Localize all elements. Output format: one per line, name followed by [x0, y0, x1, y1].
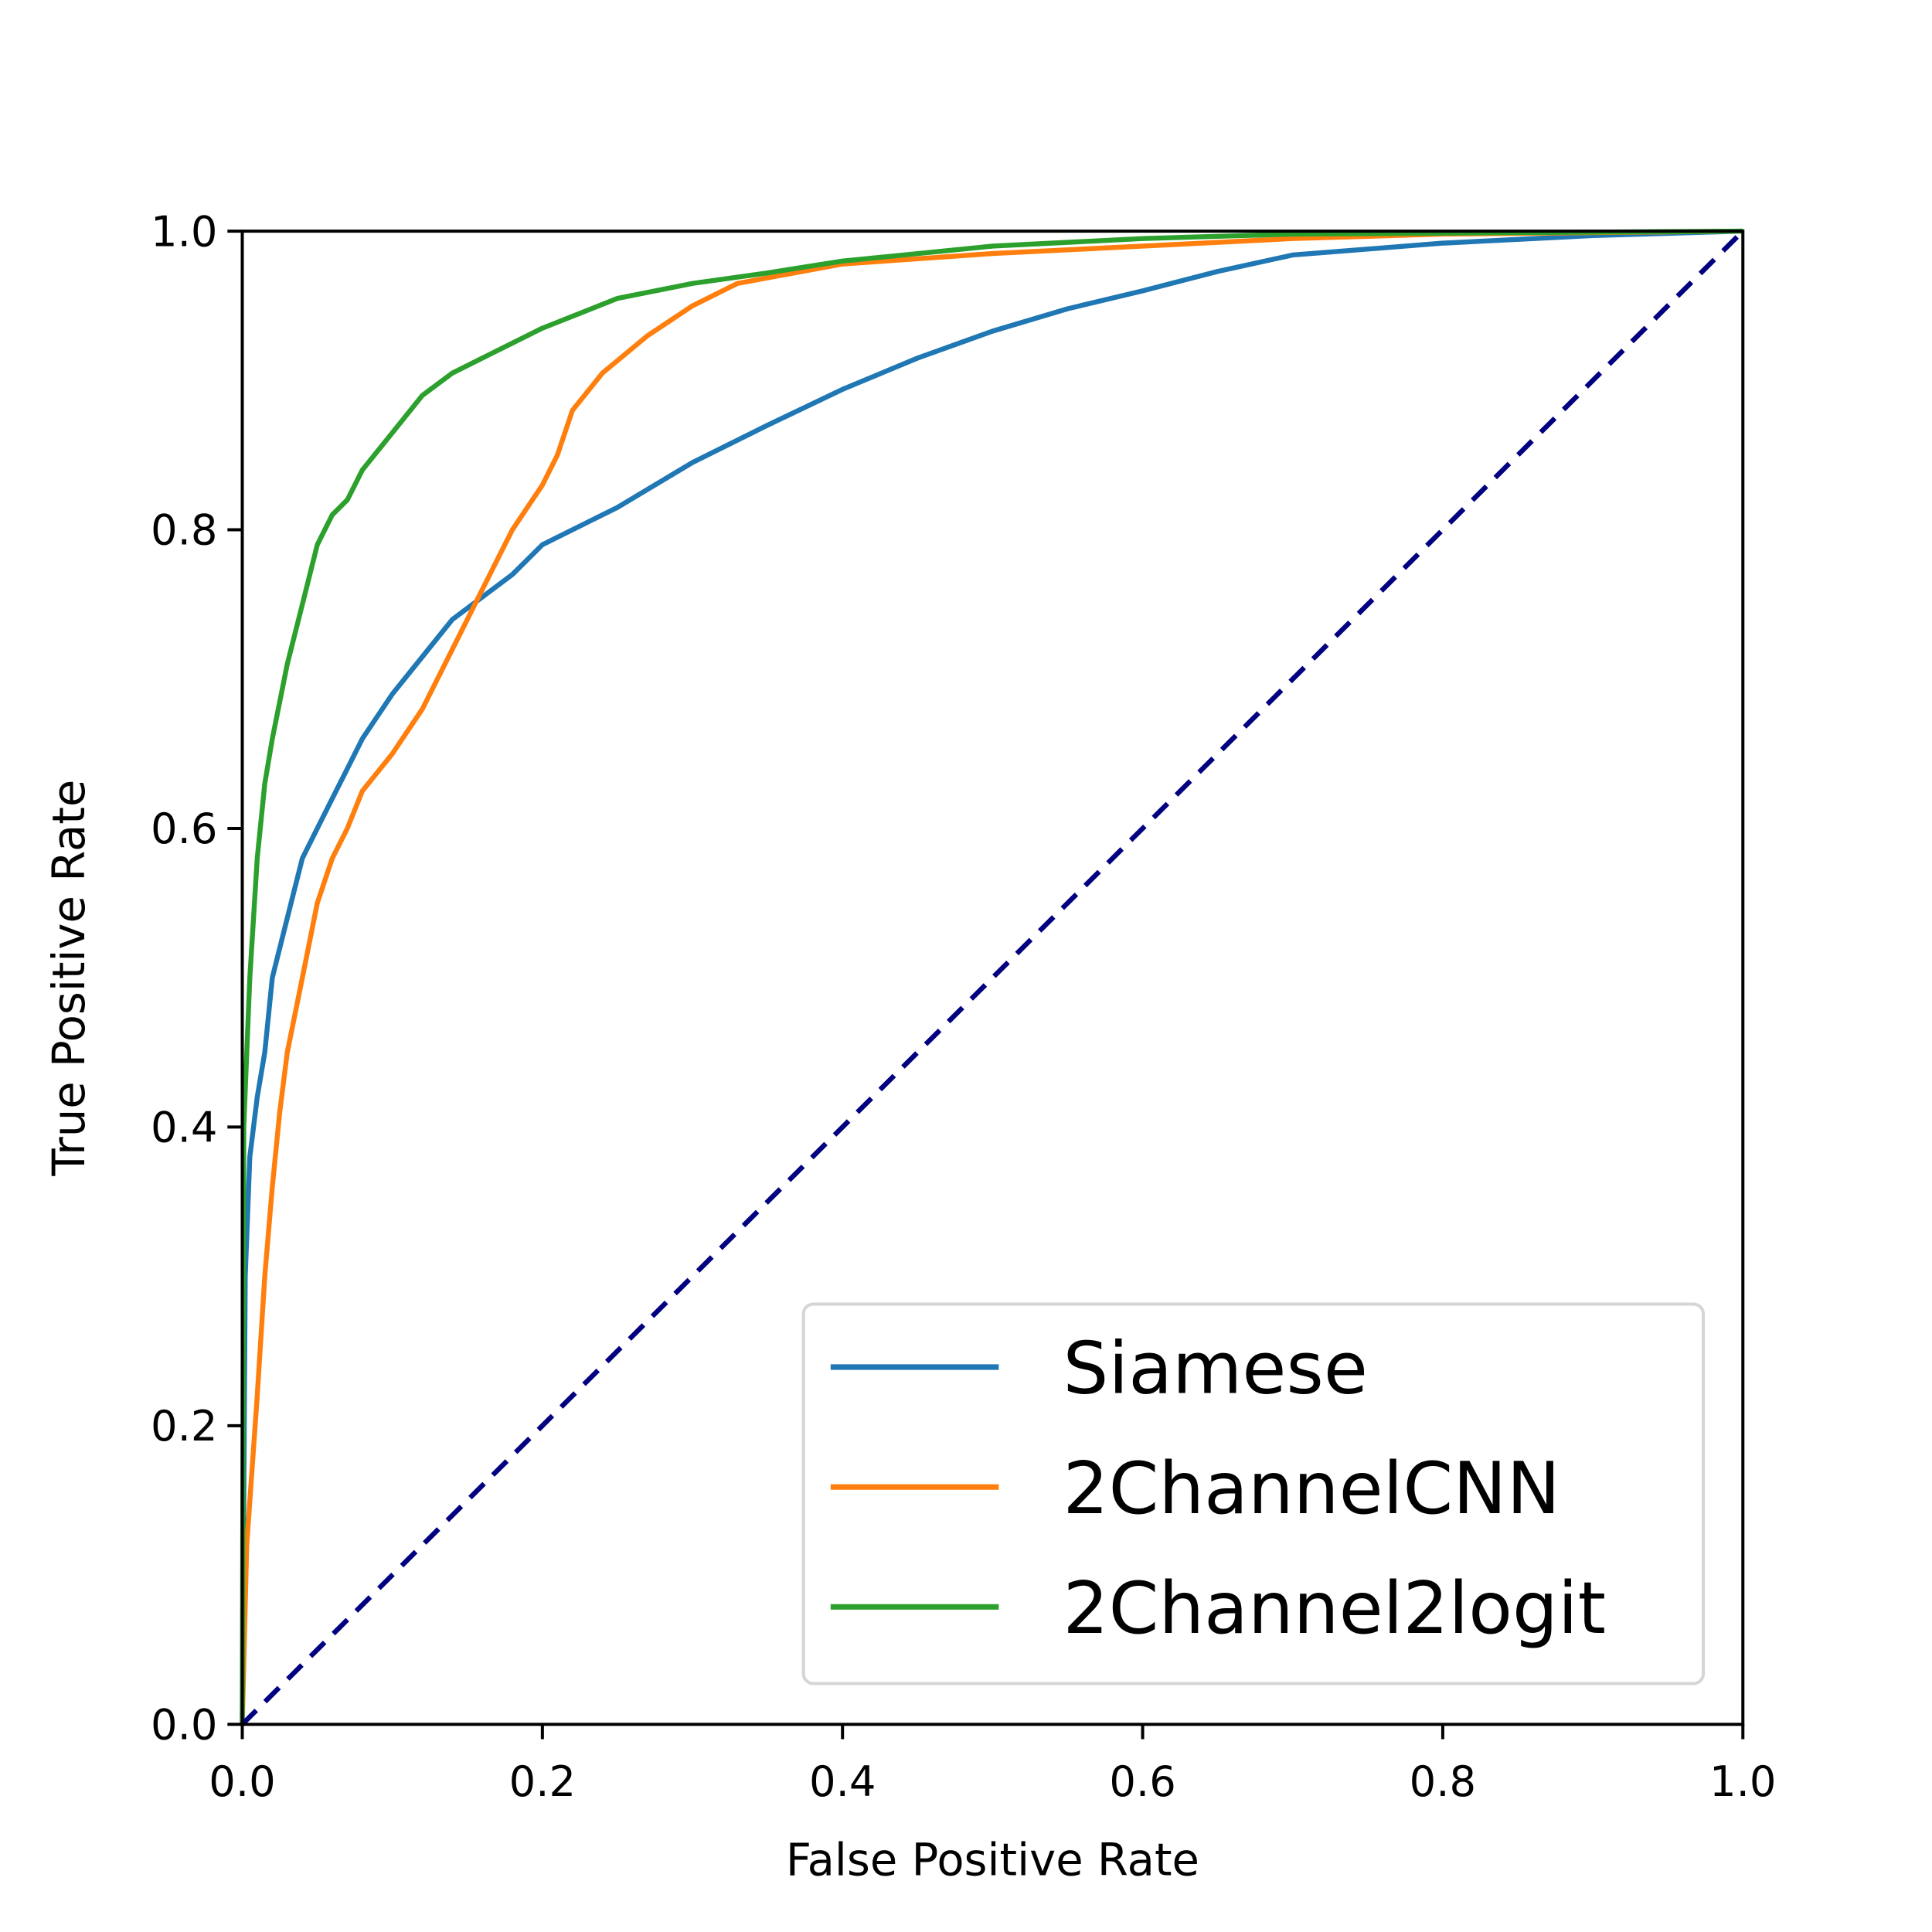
series-line-2channelcnn [240, 228, 1743, 1725]
series-layer [240, 228, 1745, 1726]
plot-frame [240, 230, 1745, 1726]
x-tick-label: 0.6 [1109, 1757, 1175, 1806]
legend-label: Siamese [1063, 1327, 1368, 1410]
y-tick-label: 0.2 [151, 1402, 217, 1451]
x-axis-label: False Positive Rate [786, 1834, 1199, 1886]
x-tick-label: 0.0 [209, 1757, 275, 1806]
series-line-2channel2logit [240, 228, 1743, 1725]
y-axis-label: True Positive Rate [43, 780, 95, 1177]
legend-label: 2Channel2logit [1063, 1566, 1606, 1650]
y-axis: 0.0 0.2 0.4 0.6 0.8 1.0 [151, 207, 243, 1749]
series-line-siamese [240, 228, 1743, 1725]
y-tick-label: 0.6 [151, 804, 217, 853]
y-tick-label: 0.8 [151, 506, 217, 555]
x-tick-label: 0.2 [509, 1757, 576, 1806]
x-tick-label: 0.4 [809, 1757, 876, 1806]
y-tick-label: 0.4 [151, 1104, 217, 1152]
y-tick-label: 0.0 [151, 1700, 217, 1749]
x-tick-label: 1.0 [1709, 1757, 1776, 1806]
legend-label: 2ChannelCNN [1063, 1447, 1560, 1530]
legend-box [801, 1302, 1706, 1685]
y-tick-label: 1.0 [151, 207, 217, 256]
legend: Siamese 2ChannelCNN 2Channel2logit [801, 1302, 1706, 1685]
x-tick-label: 0.8 [1410, 1757, 1476, 1806]
x-axis: 0.0 0.2 0.4 0.6 0.8 1.0 [209, 1724, 1777, 1806]
